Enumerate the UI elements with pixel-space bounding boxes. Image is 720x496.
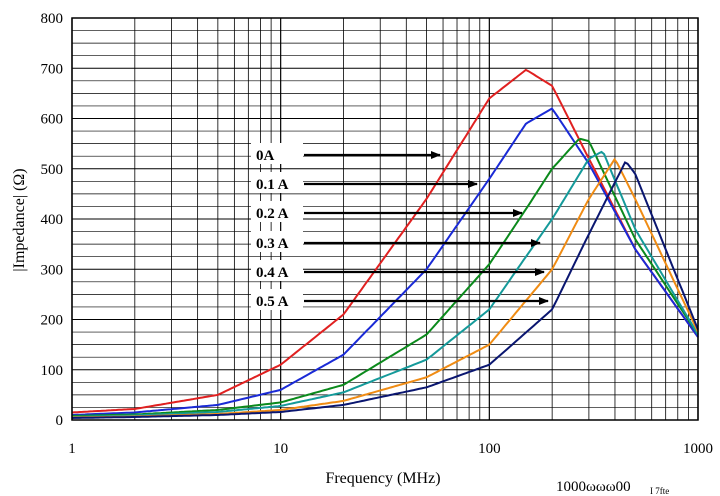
annotation-label: 0A — [256, 148, 275, 164]
series-line-2 — [71, 137, 699, 417]
y-tick-label: 200 — [41, 313, 64, 329]
stray-text: 1000ωωω00 — [556, 479, 631, 495]
y-tick-labels: 0 100 200 300 400 500 600 700 800 — [41, 11, 64, 429]
series-line-3 — [71, 150, 699, 418]
annotation-layer: 0A 0.1 A 0.2 A 0.3 A 0.4 A 0.5 A — [251, 143, 549, 310]
annotation-label-bg — [251, 143, 303, 164]
plot-frame — [71, 17, 699, 421]
annotation-label-bg — [251, 289, 303, 310]
annotation-label-bg — [251, 172, 303, 193]
annotation-label: 0.3 A — [256, 236, 289, 252]
y-tick-label: 800 — [41, 11, 64, 27]
annotation-label: 0.2 A — [256, 206, 289, 222]
series-line-0 — [71, 68, 699, 414]
y-tick-label: 0 — [56, 413, 64, 429]
y-tick-label: 700 — [41, 61, 64, 77]
y-tick-label: 500 — [41, 162, 64, 178]
series-line-4 — [71, 157, 699, 419]
stray-text-small: I 7fte — [650, 486, 669, 496]
series-line-1 — [71, 107, 699, 416]
annotation-label-bg — [251, 201, 303, 222]
annotation-label: 0.4 A — [256, 265, 289, 281]
y-tick-label: 300 — [41, 262, 64, 278]
annotation-label-bg — [251, 231, 303, 252]
y-tick-label: 400 — [41, 212, 64, 228]
x-tick-label: 10 — [273, 441, 288, 457]
series-line-5 — [71, 161, 699, 419]
x-tick-label: 1000 — [683, 441, 713, 457]
y-tick-label: 600 — [41, 112, 64, 128]
series-layer — [71, 68, 699, 419]
x-tick-label: 1 — [68, 441, 76, 457]
x-tick-labels: 1 10 100 1000 — [68, 441, 713, 457]
x-tick-label: 100 — [478, 441, 501, 457]
y-axis-label: |Impedance| (Ω) — [11, 168, 28, 271]
annotation-label: 0.1 A — [256, 177, 289, 193]
annotation-label: 0.5 A — [256, 294, 289, 310]
y-tick-label: 100 — [41, 363, 64, 379]
x-axis-label: Frequency (MHz) — [325, 470, 440, 487]
annotation-label-bg — [251, 260, 303, 281]
